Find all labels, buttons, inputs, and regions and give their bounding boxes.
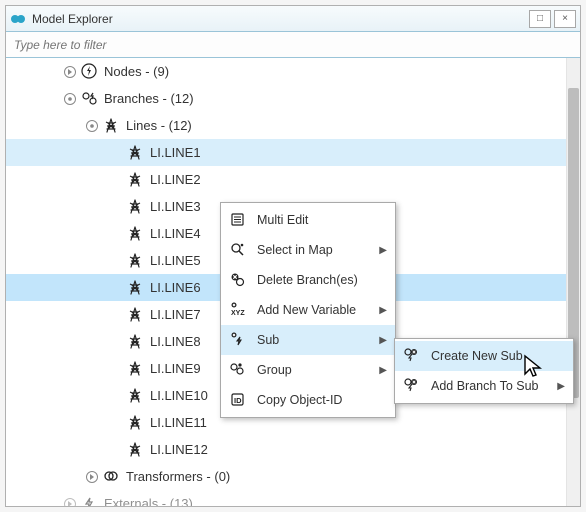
- menu-label: Add New Variable: [257, 303, 379, 317]
- tree-line-item[interactable]: LI.LINE12: [6, 436, 566, 463]
- submenu-add-branch-to-sub[interactable]: Add Branch To Sub ▶: [395, 371, 573, 401]
- tree-line-item[interactable]: LI.LINE1: [6, 139, 566, 166]
- submenu-arrow-icon: ▶: [379, 245, 387, 256]
- menu-label: Multi Edit: [257, 213, 387, 227]
- app-logo-icon: [10, 11, 26, 27]
- tower-icon: [126, 413, 146, 433]
- add-branch-sub-icon: [399, 375, 425, 397]
- tree-node-nodes[interactable]: Nodes - (9): [6, 58, 566, 85]
- menu-group[interactable]: Group ▶: [221, 355, 395, 385]
- expander-icon[interactable]: [62, 496, 78, 507]
- line-item-label: LI.LINE1: [150, 145, 201, 160]
- menu-multi-edit[interactable]: Multi Edit: [221, 205, 395, 235]
- node-label: Nodes - (9): [104, 64, 169, 79]
- submenu-arrow-icon: ▶: [379, 305, 387, 316]
- externals-icon: [80, 494, 100, 507]
- line-item-label: LI.LINE2: [150, 172, 201, 187]
- menu-label: Create New Sub: [431, 349, 565, 363]
- menu-label: Delete Branch(es): [257, 273, 387, 287]
- delete-icon: [225, 269, 251, 291]
- line-item-label: LI.LINE3: [150, 199, 201, 214]
- expander-icon[interactable]: [84, 118, 100, 134]
- select-map-icon: [225, 239, 251, 261]
- node-label: Lines - (12): [126, 118, 192, 133]
- tower-icon: [126, 386, 146, 406]
- tower-icon: [126, 143, 146, 163]
- line-item-label: LI.LINE9: [150, 361, 201, 376]
- menu-sub[interactable]: Sub ▶: [221, 325, 395, 355]
- node-label: Externals - (13): [104, 496, 193, 506]
- restore-button[interactable]: □: [529, 10, 551, 28]
- submenu-arrow-icon: ▶: [379, 365, 387, 376]
- line-item-label: LI.LINE4: [150, 226, 201, 241]
- tree-line-item[interactable]: LI.LINE2: [6, 166, 566, 193]
- line-item-label: LI.LINE8: [150, 334, 201, 349]
- create-sub-icon: [399, 345, 425, 367]
- tower-icon: [102, 116, 122, 136]
- add-var-icon: [225, 299, 251, 321]
- submenu-arrow-icon: ▶: [557, 381, 565, 392]
- line-item-label: LI.LINE7: [150, 307, 201, 322]
- group-icon: [225, 359, 251, 381]
- tower-icon: [126, 359, 146, 379]
- expander-icon[interactable]: [62, 91, 78, 107]
- tower-icon: [126, 278, 146, 298]
- line-item-label: LI.LINE5: [150, 253, 201, 268]
- menu-copy-id[interactable]: Copy Object-ID: [221, 385, 395, 415]
- line-item-label: LI.LINE10: [150, 388, 208, 403]
- menu-label: Group: [257, 363, 379, 377]
- copy-id-icon: [225, 389, 251, 411]
- tower-icon: [126, 251, 146, 271]
- expander-icon[interactable]: [62, 64, 78, 80]
- nodes-icon: [80, 62, 100, 82]
- filter-bar: [6, 32, 580, 58]
- submenu-arrow-icon: ▶: [379, 335, 387, 346]
- titlebar: Model Explorer □ ×: [6, 6, 580, 32]
- tree-area: Nodes - (9) Branches - (12) Lines - (12)…: [6, 58, 580, 506]
- transformer-icon: [102, 467, 122, 487]
- submenu-create-new-sub[interactable]: Create New Sub: [395, 341, 573, 371]
- tower-icon: [126, 170, 146, 190]
- menu-label: Add Branch To Sub: [431, 379, 557, 393]
- branches-icon: [80, 89, 100, 109]
- window-title: Model Explorer: [32, 12, 113, 26]
- line-item-label: LI.LINE11: [150, 415, 207, 430]
- tower-icon: [126, 305, 146, 325]
- tower-icon: [126, 224, 146, 244]
- menu-add-variable[interactable]: Add New Variable ▶: [221, 295, 395, 325]
- node-label: Branches - (12): [104, 91, 194, 106]
- menu-label: Copy Object-ID: [257, 393, 387, 407]
- multi-edit-icon: [225, 209, 251, 231]
- tree-node-branches[interactable]: Branches - (12): [6, 85, 566, 112]
- context-menu: Multi Edit Select in Map ▶ Delete Branch…: [220, 202, 396, 418]
- tower-icon: [126, 197, 146, 217]
- tower-icon: [126, 440, 146, 460]
- tree-node-lines[interactable]: Lines - (12): [6, 112, 566, 139]
- sub-submenu: Create New Sub Add Branch To Sub ▶: [394, 338, 574, 404]
- sub-icon: [225, 329, 251, 351]
- menu-label: Sub: [257, 333, 379, 347]
- menu-delete-branches[interactable]: Delete Branch(es): [221, 265, 395, 295]
- close-button[interactable]: ×: [554, 10, 576, 28]
- tower-icon: [126, 332, 146, 352]
- tree-node-transformers[interactable]: Transformers - (0): [6, 463, 566, 490]
- filter-input[interactable]: [12, 37, 580, 53]
- menu-label: Select in Map: [257, 243, 379, 257]
- line-item-label: LI.LINE12: [150, 442, 208, 457]
- menu-select-in-map[interactable]: Select in Map ▶: [221, 235, 395, 265]
- model-explorer-window: Model Explorer □ × Nodes - (9) Branches …: [5, 5, 581, 507]
- node-label: Transformers - (0): [126, 469, 230, 484]
- tree-node-externals[interactable]: Externals - (13): [6, 490, 566, 506]
- line-item-label: LI.LINE6: [150, 280, 201, 295]
- vertical-scrollbar[interactable]: [566, 58, 580, 506]
- expander-icon[interactable]: [84, 469, 100, 485]
